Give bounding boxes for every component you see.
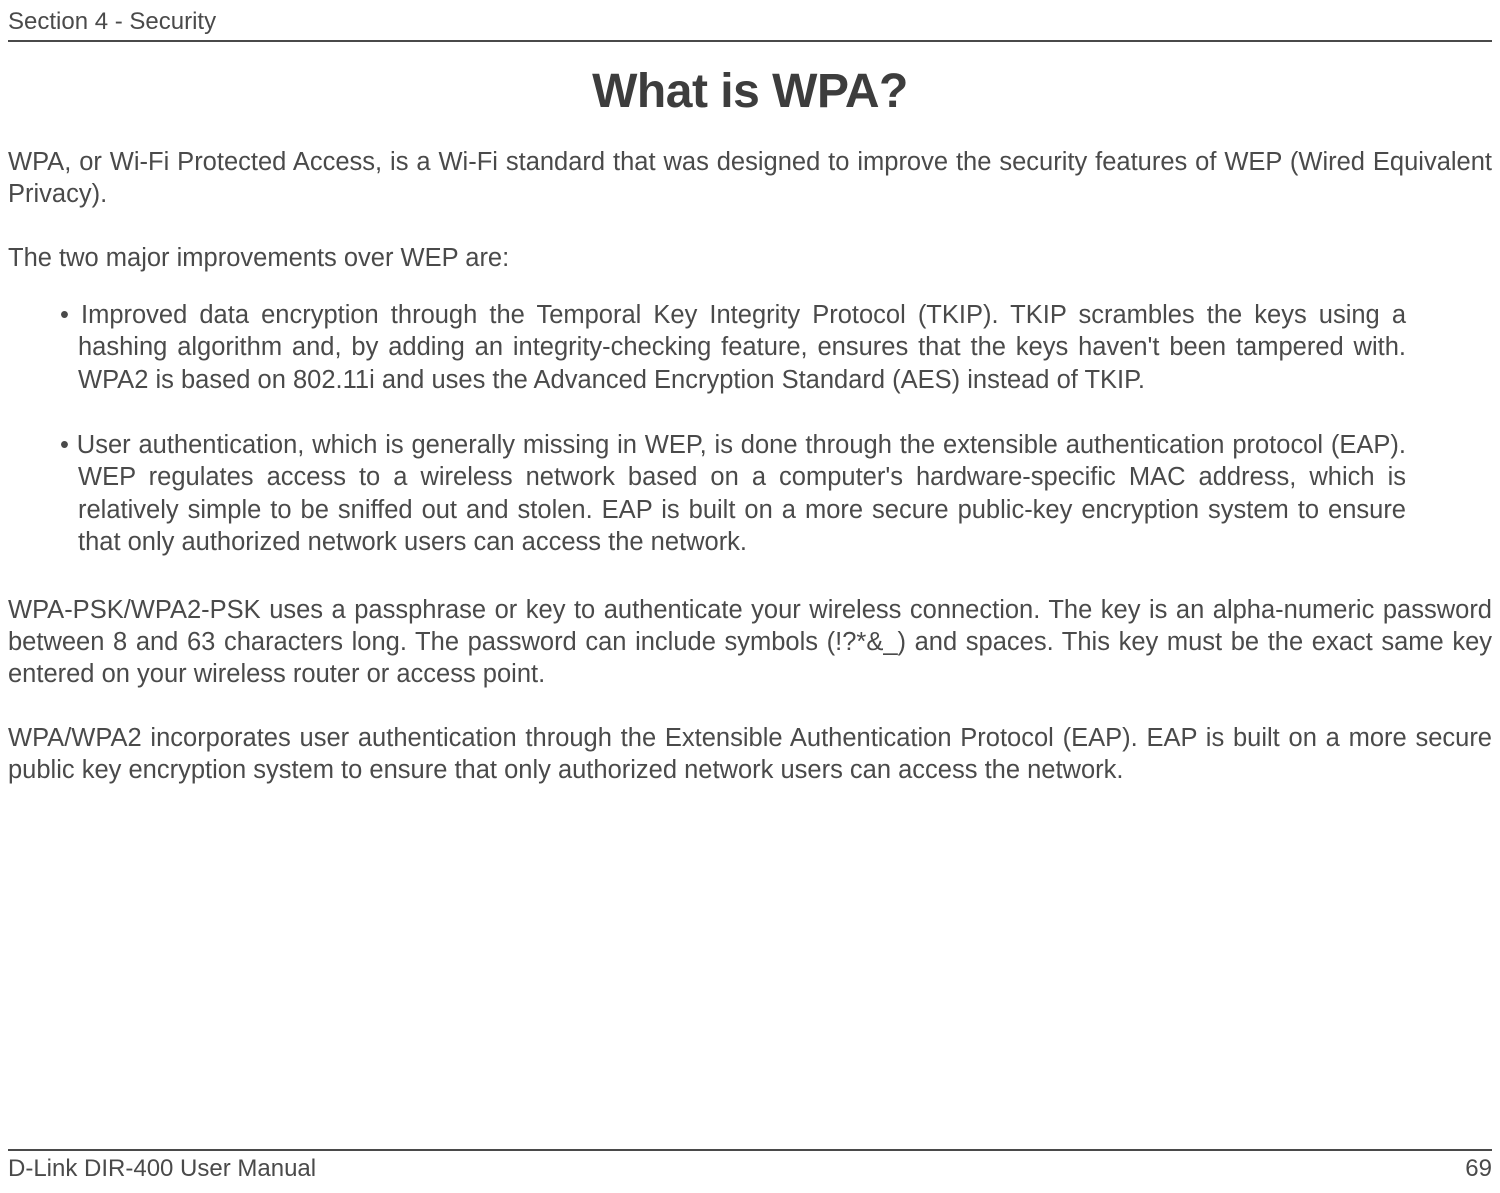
footer-row: D-Link DIR-400 User Manual 69 bbox=[8, 1155, 1492, 1183]
psk-paragraph: WPA-PSK/WPA2-PSK uses a passphrase or ke… bbox=[8, 595, 1492, 691]
page-title: What is WPA? bbox=[8, 64, 1492, 119]
footer-divider bbox=[8, 1149, 1492, 1151]
wpa-eap-paragraph: WPA/WPA2 incorporates user authenticatio… bbox=[8, 723, 1492, 787]
manual-label: D-Link DIR-400 User Manual bbox=[8, 1155, 316, 1183]
intro-paragraph: WPA, or Wi-Fi Protected Access, is a Wi-… bbox=[8, 147, 1492, 211]
page-footer: D-Link DIR-400 User Manual 69 bbox=[8, 1149, 1492, 1183]
section-label: Section 4 - Security bbox=[8, 8, 1492, 36]
bullet-tkip: • Improved data encryption through the T… bbox=[8, 299, 1492, 397]
improvements-intro: The two major improvements over WEP are: bbox=[8, 243, 1492, 275]
header-divider bbox=[8, 40, 1492, 42]
bullet-eap: • User authentication, which is generall… bbox=[8, 429, 1492, 560]
page-number: 69 bbox=[1465, 1155, 1492, 1183]
page-header: Section 4 - Security bbox=[8, 0, 1492, 50]
